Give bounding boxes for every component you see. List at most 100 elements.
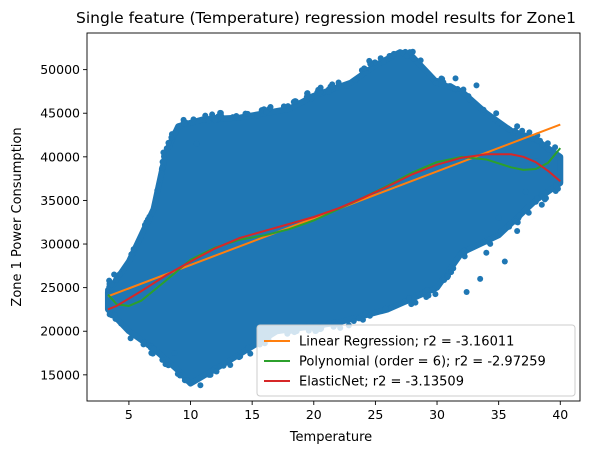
scatter-point — [525, 209, 532, 216]
scatter-point — [552, 144, 559, 151]
scatter-point — [113, 276, 120, 283]
scatter-point — [106, 311, 113, 318]
scatter-point — [487, 240, 494, 247]
scatter-point — [466, 96, 473, 103]
scatter-point — [244, 110, 251, 117]
scatter-point — [495, 214, 502, 221]
scatter-point — [432, 291, 439, 298]
legend-label-3: ElasticNet; r2 = -3.13509 — [299, 375, 464, 390]
scatter-point — [213, 368, 220, 375]
scatter-point — [461, 247, 468, 254]
plot-area — [104, 48, 564, 389]
y-axis-label: Zone 1 Power Consumption — [10, 127, 25, 306]
scatter-point — [146, 215, 153, 222]
scatter-point — [450, 265, 457, 272]
scatter-point — [461, 253, 468, 260]
scatter-point — [263, 109, 270, 116]
chart-title: Single feature (Temperature) regression … — [76, 9, 576, 27]
scatter-point — [202, 112, 209, 119]
scatter-point — [197, 382, 204, 389]
scatter-point — [206, 371, 213, 378]
scatter-point — [221, 360, 228, 367]
scatter-point — [495, 120, 502, 127]
scatter-point — [184, 377, 191, 384]
scatter-point — [415, 291, 422, 298]
scatter-point — [361, 65, 368, 72]
y-tick-label: 25000 — [40, 280, 80, 295]
x-tick-label: 15 — [244, 407, 260, 422]
scatter-point — [534, 137, 541, 144]
scatter-point — [163, 145, 170, 152]
scatter-point — [193, 140, 200, 147]
scatter-point — [160, 149, 167, 156]
scatter-point — [366, 57, 373, 64]
scatter-point — [445, 272, 452, 279]
scatter-point — [190, 116, 197, 123]
scatter-point — [304, 90, 311, 97]
scatter-point — [417, 57, 424, 64]
scatter-point — [506, 126, 513, 133]
y-tick-label: 20000 — [40, 324, 80, 339]
scatter-point — [451, 85, 458, 92]
scatter-point — [538, 201, 545, 208]
scatter-point — [127, 335, 134, 342]
scatter-point — [554, 185, 561, 192]
legend-label-2: Polynomial (order = 6); r2 = -2.97259 — [299, 355, 546, 370]
scatter-point — [512, 218, 519, 225]
x-tick-label: 25 — [367, 407, 383, 422]
scatter-point — [542, 190, 549, 197]
scatter-point — [406, 295, 413, 302]
x-tick-label: 30 — [429, 407, 445, 422]
scatter-point — [424, 287, 431, 294]
scatter-point — [130, 246, 137, 253]
scatter-point — [227, 362, 234, 369]
scatter-point — [135, 237, 142, 244]
scatter-point — [329, 83, 336, 90]
series-line-3 — [107, 153, 561, 311]
scatter-point — [350, 317, 357, 324]
scatter-point — [245, 344, 252, 351]
scatter-point — [425, 292, 432, 299]
legend-box — [256, 324, 576, 397]
scatter-point — [406, 49, 413, 56]
scatter-point — [539, 141, 546, 148]
scatter-point — [160, 159, 167, 166]
scatter-point — [118, 320, 125, 327]
scatter-point — [432, 79, 439, 86]
scatter-point — [544, 140, 551, 147]
scatter-point — [411, 294, 418, 301]
scatter-point — [545, 146, 552, 153]
x-tick-label: 5 — [125, 407, 133, 422]
scatter-point — [429, 287, 436, 294]
scatter-point — [168, 134, 175, 141]
y-tick-label: 45000 — [40, 106, 80, 121]
scatter-point — [326, 319, 333, 326]
scatter-point — [325, 88, 332, 95]
x-tick-label: 10 — [183, 407, 199, 422]
x-tick-label: 35 — [491, 407, 507, 422]
scatter-point — [493, 110, 500, 117]
plot-frame — [86, 32, 581, 402]
x-tick-label: 20 — [306, 407, 322, 422]
scatter-point — [258, 107, 265, 114]
y-tick-label: 35000 — [40, 193, 80, 208]
scatter-point — [500, 122, 507, 129]
scatter-point — [366, 312, 373, 319]
x-axis-label: Temperature — [289, 430, 372, 445]
axis-ticks: 5 10 15 20 25 30 35 40 15000 20000 25000 30000 35000… — [40, 62, 568, 422]
scatter-point — [352, 76, 359, 83]
scatter-point — [177, 372, 184, 379]
scatter-point — [446, 83, 453, 90]
scatter-point — [165, 362, 172, 369]
scatter-point — [514, 123, 521, 130]
scatter-point — [380, 58, 387, 65]
scatter-point — [526, 129, 533, 136]
scatter-point — [343, 82, 350, 89]
scatter-point — [212, 117, 219, 124]
y-tick-label: 15000 — [40, 367, 80, 382]
scatter-point — [440, 79, 447, 86]
x-tick-label: 40 — [552, 407, 568, 422]
scatter-point — [382, 305, 389, 312]
scatter-point — [165, 139, 172, 146]
